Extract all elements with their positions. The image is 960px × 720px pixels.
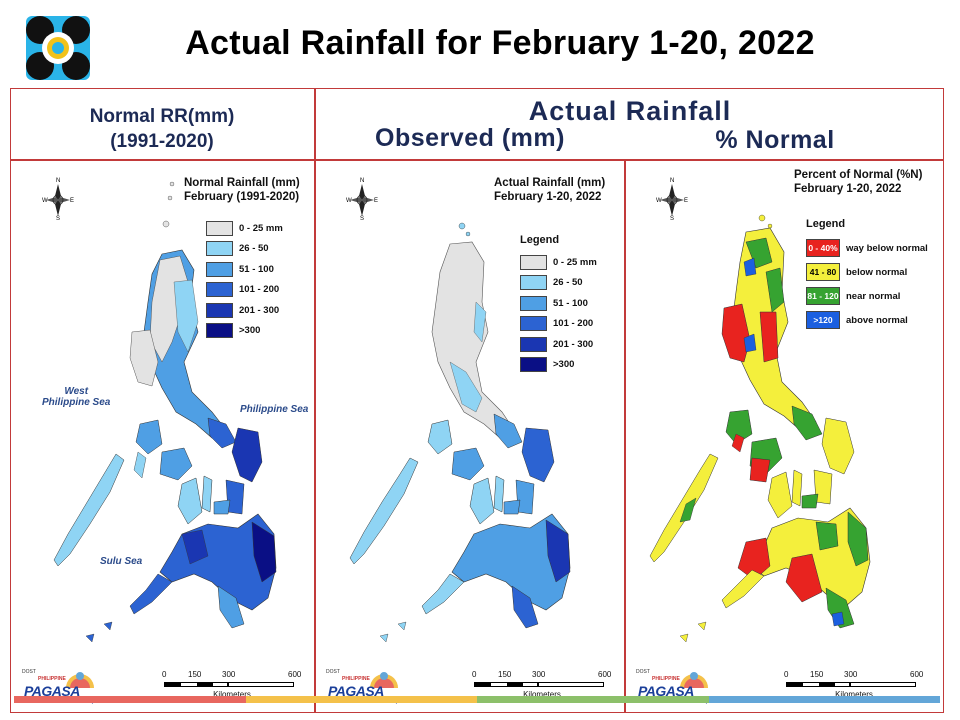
observed-header: Observed (mm) bbox=[375, 124, 565, 152]
compass-s-label: S bbox=[360, 216, 364, 220]
normal-rr-header: Normal RR(mm) (1991-2020) bbox=[89, 106, 235, 152]
normal-map-title: Normal Rainfall (mm) February (1991-2020… bbox=[184, 177, 300, 203]
compass-e-label: E bbox=[70, 198, 74, 204]
legend-swatch bbox=[206, 282, 233, 298]
normal-legend: 0 - 25 mm 26 - 50 51 - 100 101 - 200 201… bbox=[206, 218, 283, 341]
actual-rainfall-panel: N W E S Actual Rainfall (mm) February 1-… bbox=[316, 162, 622, 712]
legend-swatch bbox=[520, 316, 547, 332]
compass-w-label: W bbox=[42, 198, 48, 204]
page-title: Actual Rainfall for February 1-20, 2022 bbox=[185, 24, 815, 62]
legend-item: 51 - 100 bbox=[206, 259, 283, 280]
compass-e-label: E bbox=[684, 198, 688, 204]
stripe-segment bbox=[245, 696, 477, 703]
footer-color-stripe bbox=[14, 696, 940, 703]
header-divider bbox=[10, 159, 944, 161]
legend-swatch bbox=[206, 302, 233, 318]
compass-e-label: E bbox=[374, 198, 378, 204]
pagasa-seal-logo bbox=[26, 16, 90, 80]
legend-swatch bbox=[206, 323, 233, 339]
actual-legend: Legend 0 - 25 mm 26 - 50 51 - 100 101 - … bbox=[520, 234, 597, 375]
compass-rose-icon: N W E S bbox=[42, 178, 74, 220]
west-philippine-sea-label: West Philippine Sea bbox=[42, 386, 111, 408]
compass-w-label: W bbox=[346, 198, 352, 204]
sulu-sea-label: Sulu Sea bbox=[100, 556, 143, 567]
legend-swatch bbox=[206, 261, 233, 277]
legend-item: >120 above normal bbox=[806, 308, 928, 332]
legend-item: 41 - 80 below normal bbox=[806, 260, 928, 284]
legend-item: >300 bbox=[520, 355, 597, 376]
legend-swatch: 41 - 80 bbox=[806, 263, 840, 281]
legend-item: 101 - 200 bbox=[520, 314, 597, 335]
stripe-segment bbox=[708, 696, 940, 703]
legend-item: 0 - 40% way below normal bbox=[806, 236, 928, 260]
legend-item: 51 - 100 bbox=[520, 293, 597, 314]
legend-item: 0 - 25 mm bbox=[206, 218, 283, 239]
pagasa-logo: DOST PHILIPPINE PAGASA The Weather and C… bbox=[16, 666, 106, 710]
stripe-segment bbox=[14, 696, 246, 703]
philippine-sea-label: Philippine Sea bbox=[240, 404, 309, 415]
compass-s-label: S bbox=[670, 216, 674, 220]
actual-rainfall-map bbox=[349, 222, 571, 643]
compass-rose-icon: N W E S bbox=[656, 178, 688, 220]
divider-1 bbox=[314, 88, 316, 713]
legend-item: 26 - 50 bbox=[206, 239, 283, 260]
legend-item: 0 - 25 mm bbox=[520, 252, 597, 273]
legend-swatch bbox=[520, 254, 547, 270]
compass-rose-icon: N W E S bbox=[346, 178, 378, 220]
percent-normal-map bbox=[649, 214, 871, 643]
compass-s-label: S bbox=[56, 216, 60, 220]
normal-rainfall-panel: N W E S Normal Rainfall (mm) February (1… bbox=[12, 162, 314, 712]
actual-rainfall-header: Actual Rainfall bbox=[528, 96, 732, 126]
figure-frame bbox=[10, 88, 944, 713]
legend-swatch bbox=[206, 220, 233, 236]
legend-swatch: 0 - 40% bbox=[806, 239, 840, 257]
legend-swatch bbox=[520, 275, 547, 291]
compass-w-label: W bbox=[656, 198, 662, 204]
legend-item: 201 - 300 bbox=[520, 334, 597, 355]
pagasa-logo: DOST PHILIPPINE PAGASA The Weather and C… bbox=[630, 666, 720, 710]
percent-normal-header: % Normal bbox=[715, 126, 835, 154]
percent-map-title: Percent of Normal (%N) February 1-20, 20… bbox=[794, 169, 923, 195]
legend-item: 81 - 120 near normal bbox=[806, 284, 928, 308]
legend-swatch: >120 bbox=[806, 311, 840, 329]
legend-item: 26 - 50 bbox=[520, 273, 597, 294]
actual-map-title: Actual Rainfall (mm) February 1-20, 2022 bbox=[494, 177, 606, 203]
legend-swatch bbox=[206, 241, 233, 257]
legend-item: >300 bbox=[206, 321, 283, 342]
legend-item: 101 - 200 bbox=[206, 280, 283, 301]
legend-item: 201 - 300 bbox=[206, 300, 283, 321]
percent-legend: Legend 0 - 40% way below normal 41 - 80 be… bbox=[806, 218, 928, 332]
percent-normal-panel: N W E S Percent of Normal (%N) February … bbox=[626, 162, 942, 712]
stripe-segment bbox=[477, 696, 709, 703]
normal-rainfall-map bbox=[53, 181, 277, 643]
pagasa-logo: DOST PHILIPPINE PAGASA The Weather and C… bbox=[320, 666, 410, 710]
compass-n-label: N bbox=[360, 178, 364, 184]
compass-n-label: N bbox=[56, 178, 60, 184]
legend-swatch: 81 - 120 bbox=[806, 287, 840, 305]
divider-2 bbox=[624, 159, 626, 713]
legend-swatch bbox=[520, 357, 547, 373]
legend-swatch bbox=[520, 295, 547, 311]
legend-swatch bbox=[520, 336, 547, 352]
compass-n-label: N bbox=[670, 178, 674, 184]
